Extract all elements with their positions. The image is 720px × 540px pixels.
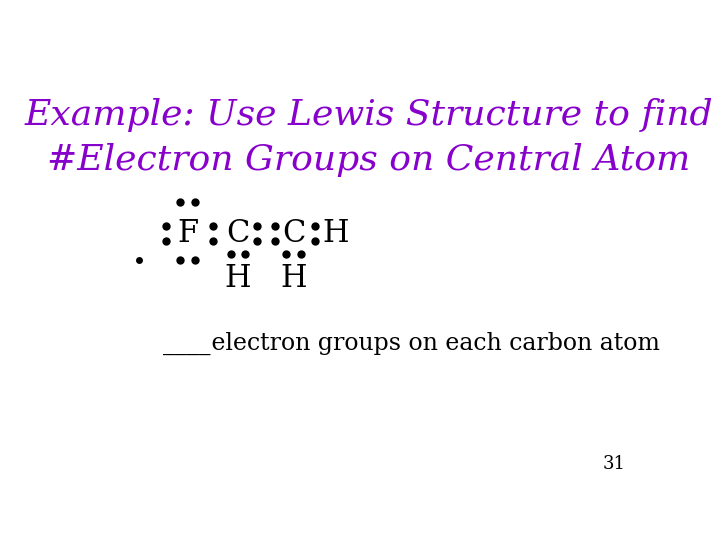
Text: H: H [225,264,251,294]
Text: Example: Use Lewis Structure to find: Example: Use Lewis Structure to find [24,98,714,132]
Text: C: C [226,218,250,249]
Text: 31: 31 [603,455,626,473]
Text: H: H [280,264,307,294]
Text: F: F [177,218,198,249]
Text: C: C [282,218,305,249]
Text: H: H [323,218,348,249]
Text: ____: ____ [163,332,210,355]
Text: electron groups on each carbon atom: electron groups on each carbon atom [204,332,660,355]
Text: #Electron Groups on Central Atom: #Electron Groups on Central Atom [48,144,690,178]
